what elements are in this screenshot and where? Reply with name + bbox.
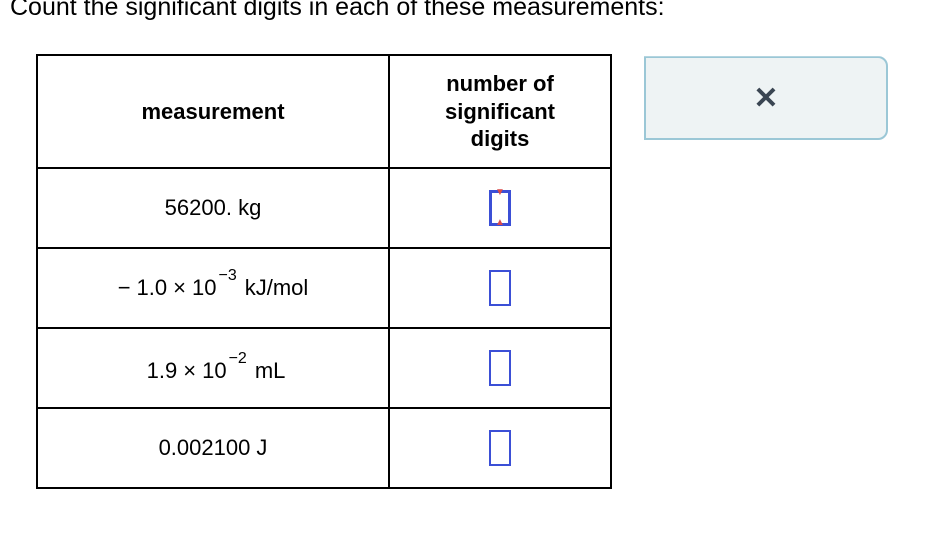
sci-times: × [173, 275, 186, 301]
question-prompt: Count the significant digits in each of … [10, 0, 944, 20]
sci-times: × [183, 358, 196, 384]
header-sigdigits-l1: number of [446, 71, 554, 96]
measurement-sci: − 1.0 × 10−3 kJ/mol [118, 275, 309, 301]
sci-prefix: − [118, 275, 131, 301]
x-icon[interactable]: ✕ [753, 81, 778, 116]
sigfig-input[interactable] [489, 430, 511, 466]
sigfig-input[interactable] [489, 350, 511, 386]
measurement-cell: − 1.0 × 10−3 kJ/mol [37, 248, 389, 328]
measurement-cell: 0.002100 J [37, 408, 389, 488]
measurement-plain: 56200. kg [165, 195, 262, 220]
sci-exponent: −3 [218, 267, 236, 285]
sigfig-table: measurement number of significant digits… [36, 54, 612, 489]
measurement-cell: 1.9 × 10−2 mL [37, 328, 389, 408]
content-row: measurement number of significant digits… [10, 54, 944, 489]
table-row: 0.002100 J [37, 408, 611, 488]
header-measurement: measurement [37, 55, 389, 168]
answer-cell [389, 248, 611, 328]
table-row: 1.9 × 10−2 mL [37, 328, 611, 408]
sci-base: 10 [192, 275, 216, 301]
sigfig-input[interactable] [489, 270, 511, 306]
sci-coeff: 1.9 [147, 358, 178, 384]
sci-base: 10 [202, 358, 226, 384]
measurement-plain: 0.002100 J [159, 435, 268, 460]
header-sigdigits: number of significant digits [389, 55, 611, 168]
table-row: 56200. kg ▼ ▲ [37, 168, 611, 248]
sci-unit: kJ/mol [245, 275, 309, 301]
header-sigdigits-l3: digits [471, 126, 530, 151]
answer-cell [389, 408, 611, 488]
sci-coeff: 1.0 [137, 275, 168, 301]
sigfig-input[interactable]: ▼ ▲ [489, 190, 511, 226]
answer-cell [389, 328, 611, 408]
answer-cell: ▼ ▲ [389, 168, 611, 248]
header-sigdigits-l2: significant [445, 99, 555, 124]
sci-unit: mL [255, 358, 286, 384]
measurement-cell: 56200. kg [37, 168, 389, 248]
cursor-bottom-icon: ▲ [495, 219, 505, 227]
measurement-sci: 1.9 × 10−2 mL [141, 358, 286, 384]
cursor-top-icon: ▼ [495, 189, 505, 197]
feedback-panel: ✕ [644, 56, 888, 140]
sci-exponent: −2 [229, 350, 247, 368]
table-row: − 1.0 × 10−3 kJ/mol [37, 248, 611, 328]
